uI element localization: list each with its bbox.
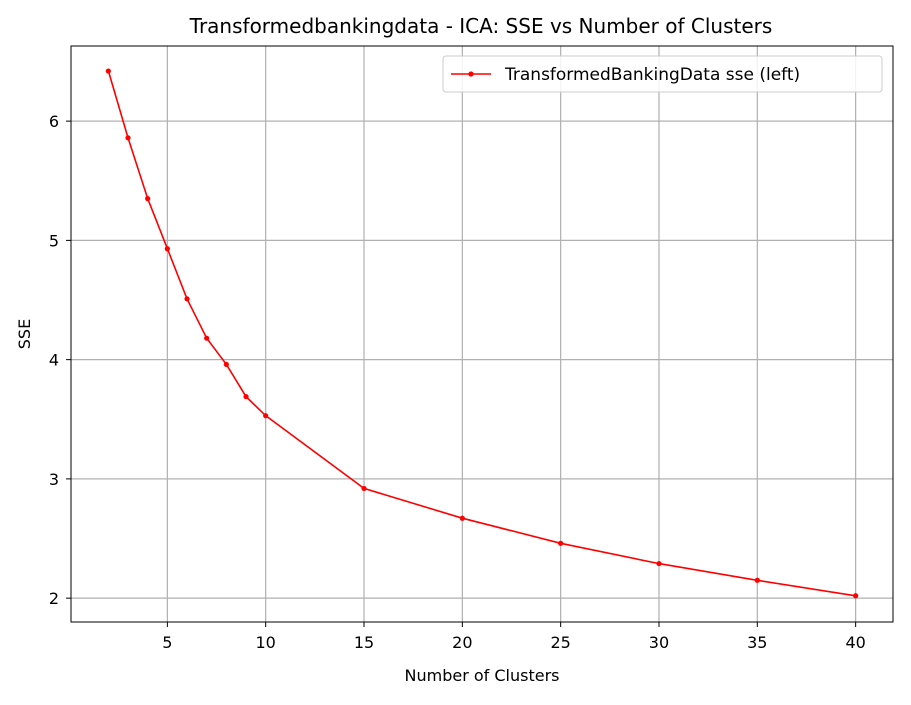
legend-label: TransformedBankingData sse (left) bbox=[504, 65, 800, 85]
y-tick-label: 5 bbox=[49, 231, 59, 250]
y-tick-label: 2 bbox=[49, 589, 59, 608]
x-tick-label: 20 bbox=[452, 633, 472, 652]
data-point bbox=[223, 361, 229, 368]
grid bbox=[71, 46, 893, 622]
data-point bbox=[145, 196, 151, 202]
x-tick-label: 25 bbox=[550, 633, 570, 652]
data-point bbox=[853, 593, 859, 599]
data-point bbox=[243, 394, 249, 400]
data-point bbox=[204, 335, 210, 341]
legend: TransformedBankingData sse (left) bbox=[442, 55, 883, 93]
data-point bbox=[558, 540, 564, 546]
y-tick-label: 3 bbox=[49, 470, 59, 489]
data-point bbox=[105, 68, 111, 74]
data-point bbox=[125, 135, 131, 141]
legend-box bbox=[442, 55, 883, 93]
x-tick-label: 5 bbox=[162, 633, 172, 652]
x-tick-label: 30 bbox=[649, 633, 669, 652]
data-point bbox=[263, 413, 269, 419]
legend-marker-swatch bbox=[468, 71, 474, 77]
data-point bbox=[754, 577, 760, 583]
data-point bbox=[459, 515, 465, 521]
x-tick-label: 15 bbox=[354, 633, 374, 652]
x-tick-label: 40 bbox=[845, 633, 865, 652]
data-point bbox=[164, 246, 170, 252]
data-point bbox=[184, 296, 190, 302]
x-axis-label: Number of Clusters bbox=[405, 666, 560, 685]
y-axis-label: SSE bbox=[15, 319, 34, 349]
y-tick-label: 6 bbox=[49, 112, 59, 131]
data-point bbox=[656, 560, 662, 567]
x-tick-label: 10 bbox=[256, 633, 276, 652]
plot-frame bbox=[70, 45, 894, 623]
x-tick-label: 35 bbox=[747, 633, 767, 652]
series-layer bbox=[105, 68, 859, 599]
data-point bbox=[361, 485, 367, 492]
y-tick-label: 4 bbox=[49, 351, 59, 370]
chart-title: Transformedbankingdata - ICA: SSE vs Num… bbox=[189, 14, 773, 38]
ticks: 5 10 15 20 25 30 35 40 2 3 4 5 6 bbox=[49, 112, 866, 652]
